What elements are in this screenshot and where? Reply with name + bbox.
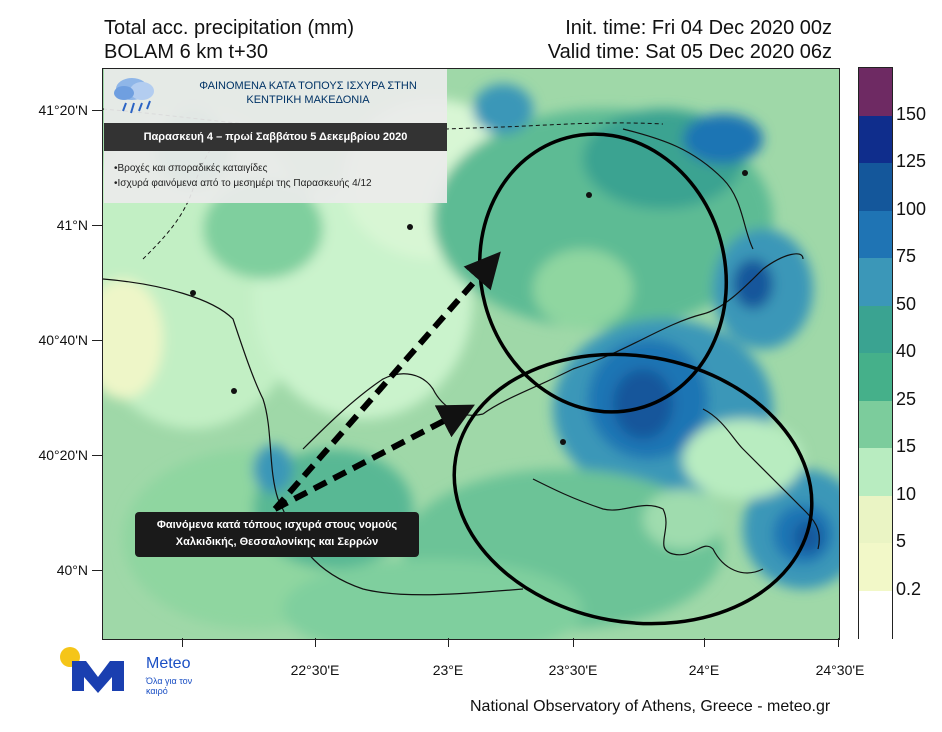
highlight-ellipse-southeast [452, 352, 814, 626]
bullet-item: •Βροχές και σποραδικές καταιγίδες [114, 163, 268, 174]
legend-swatch [859, 163, 892, 211]
legend-swatch [859, 448, 892, 496]
meteo-logo [60, 647, 124, 693]
lat-tick [92, 225, 102, 226]
legend-swatch [859, 210, 892, 259]
lat-label: 40°20'N [38, 447, 88, 463]
lon-tick [315, 638, 316, 647]
info-bullets: •Βροχές και σποραδικές καταιγίδες •Ισχυρ… [114, 161, 372, 191]
legend-swatch [859, 353, 892, 401]
highlight-ellipse-northeast [477, 132, 729, 414]
lat-tick [92, 570, 102, 571]
info-title-line1: ΦΑΙΝΟΜΕΝΑ ΚΑΤΑ ΤΟΠΟΥΣ ΙΣΧΥΡΑ ΣΤΗΝ [199, 80, 417, 92]
logo-tagline: Όλα για τον καιρό [146, 676, 193, 696]
valid-time: Valid time: Sat 05 Dec 2020 06z [547, 41, 832, 63]
legend-swatch [859, 305, 892, 354]
arrow-to-northeast [272, 251, 501, 511]
rain-cloud-icon [114, 78, 154, 114]
lat-label: 41°N [56, 217, 88, 233]
lat-label: 40°N [56, 562, 88, 578]
model-subtitle: BOLAM 6 km t+30 [104, 41, 268, 63]
lon-label: 24°30'E [815, 662, 865, 678]
legend-label: 5 [896, 531, 907, 551]
city-markers [190, 170, 748, 445]
legend-label: 125 [896, 151, 927, 171]
info-date-band: Παρασκευή 4 – πρωί Σαββάτου 5 Δεκεμβρίου… [104, 123, 447, 151]
legend-swatch [859, 258, 892, 306]
info-title-line2: ΚΕΝΤΡΙΚΗ ΜΑΚΕΔΟΝΙΑ [246, 94, 370, 106]
legend-label: 75 [896, 246, 917, 266]
legend-label: 40 [896, 341, 917, 361]
chart-title: Total acc. precipitation (mm) [104, 17, 355, 39]
legend-label: 0.2 [896, 578, 922, 599]
lon-label: 24°E [688, 662, 720, 678]
logo-name: Meteo [146, 655, 191, 672]
legend-label: 50 [896, 293, 917, 314]
legend-swatch [859, 68, 892, 116]
callout-line1: Φαινόμενα κατά τόπους ισχυρά στους νομού… [156, 519, 398, 531]
lon-tick [182, 638, 183, 647]
init-time: Init. time: Fri 04 Dec 2020 00z [565, 17, 832, 39]
color-legend [858, 67, 893, 639]
arrow-to-southeast [273, 404, 475, 512]
lat-tick [92, 110, 102, 111]
lat-tick [92, 340, 102, 341]
info-box: ΦΑΙΝΟΜΕΝΑ ΚΑΤΑ ΤΟΠΟΥΣ ΙΣΧΥΡΑ ΣΤΗΝ ΚΕΝΤΡΙ… [104, 69, 447, 203]
legend-swatch [859, 400, 892, 449]
legend-swatch [859, 115, 892, 164]
lat-label: 40°40'N [38, 332, 88, 348]
lon-tick [448, 638, 449, 647]
credit-text: National Observatory of Athens, Greece -… [470, 698, 831, 715]
bullet-item: •Ισχυρά φαινόμενα από το μεσημέρι της Πα… [114, 178, 372, 189]
info-title: ΦΑΙΝΟΜΕΝΑ ΚΑΤΑ ΤΟΠΟΥΣ ΙΣΧΥΡΑ ΣΤΗΝ ΚΕΝΤΡΙ… [174, 79, 442, 107]
lon-label: 23°E [432, 662, 464, 678]
legend-label: 15 [896, 436, 917, 456]
lon-label: 23°30'E [548, 662, 598, 678]
callout-box: Φαινόμενα κατά τόπους ισχυρά στους νομού… [135, 512, 419, 557]
legend-swatch [859, 590, 892, 639]
callout-line2: Χαλκιδικής, Θεσσαλονίκης και Σερρών [175, 536, 379, 548]
lon-label: 22°30'E [290, 662, 340, 678]
legend-label: 10 [896, 483, 917, 504]
legend-label: 100 [896, 198, 927, 219]
lon-tick [838, 638, 839, 647]
lat-tick [92, 455, 102, 456]
legend-swatch [859, 543, 892, 591]
legend-label: 150 [896, 103, 927, 124]
lon-tick [573, 638, 574, 647]
legend-label: 25 [896, 388, 917, 409]
lon-tick [704, 638, 705, 647]
lat-label: 41°20'N [38, 102, 88, 118]
legend-swatch [859, 495, 892, 544]
